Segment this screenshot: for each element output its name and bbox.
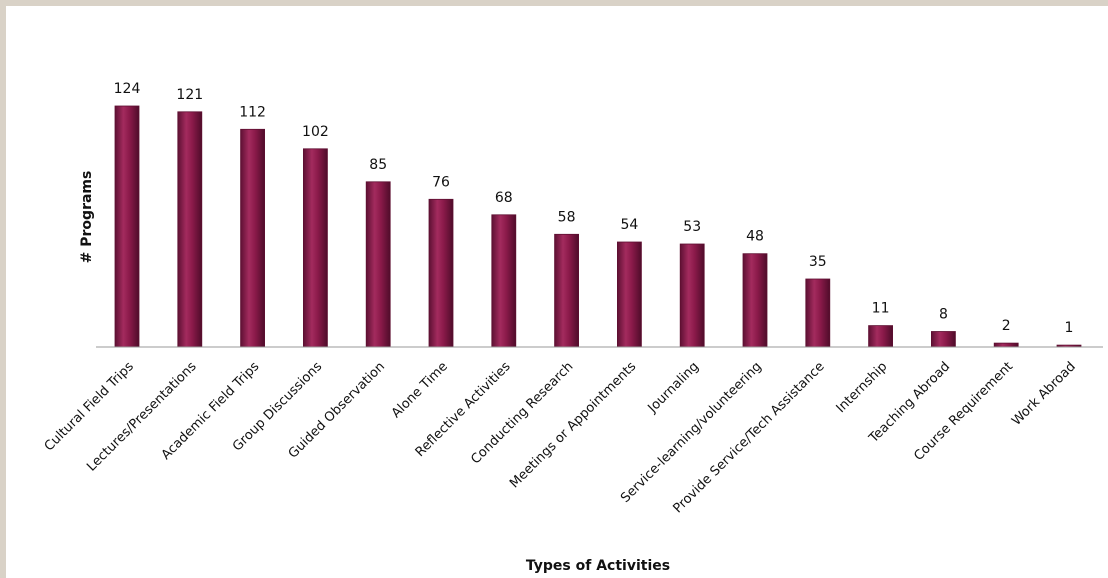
value-label-3: 102	[302, 124, 329, 140]
x-tick-label-12: Internship	[834, 359, 891, 416]
bar-6	[491, 214, 517, 348]
value-label-14: 2	[1002, 318, 1011, 334]
bars-layer	[114, 105, 1082, 348]
x-tick-label-1: Lectures/Presentations	[84, 359, 200, 475]
x-axis-title: Types of Activities	[526, 558, 670, 574]
bar-0	[114, 105, 140, 348]
value-label-1: 121	[176, 87, 203, 103]
bar-5	[428, 198, 454, 348]
bar-8	[617, 241, 642, 348]
value-label-9: 53	[683, 219, 701, 235]
tick-labels-layer: Cultural Field TripsLectures/Presentatio…	[42, 359, 1079, 516]
x-tick-label-8: Meetings or Appointments	[507, 359, 639, 491]
x-tick-label-9: Journaling	[645, 359, 702, 416]
value-label-13: 8	[939, 307, 948, 323]
bar-12	[868, 325, 893, 348]
value-label-0: 124	[114, 81, 141, 97]
x-tick-label-5: Alone Time	[389, 359, 451, 421]
value-label-2: 112	[239, 104, 266, 120]
bar-7	[554, 233, 579, 348]
value-label-7: 58	[558, 209, 576, 225]
x-tick-label-15: Work Abroad	[1009, 359, 1079, 429]
value-labels-layer: 124 121 112 102 85 76 68 58 54 53 48 35 11 8 2 1	[114, 81, 1074, 336]
value-label-5: 76	[432, 174, 450, 190]
bar-2	[240, 128, 266, 348]
bar-3	[302, 148, 328, 348]
bar-9	[679, 243, 705, 348]
bar-chart: 124 121 112 102 85 76 68 58 54 53 48 35 11 8 2 1 Cultur…	[42, 81, 1103, 574]
bar-10	[742, 253, 768, 348]
x-tick-label-7: Conducting Research	[468, 359, 576, 467]
value-label-6: 68	[495, 190, 513, 206]
bar-14	[993, 342, 1019, 348]
bar-4	[365, 181, 391, 348]
value-label-10: 48	[746, 229, 764, 245]
value-label-11: 35	[809, 254, 827, 270]
bar-11	[805, 278, 831, 348]
bar-13	[931, 331, 956, 348]
chart-frame: 124 121 112 102 85 76 68 58 54 53 48 35 11 8 2 1 Cultur…	[6, 6, 1108, 578]
value-label-15: 1	[1065, 320, 1074, 336]
y-axis-title: # Programs	[79, 171, 95, 264]
value-label-4: 85	[369, 157, 387, 173]
value-label-12: 11	[872, 301, 890, 317]
value-label-8: 54	[620, 217, 638, 233]
bar-1	[177, 111, 203, 348]
